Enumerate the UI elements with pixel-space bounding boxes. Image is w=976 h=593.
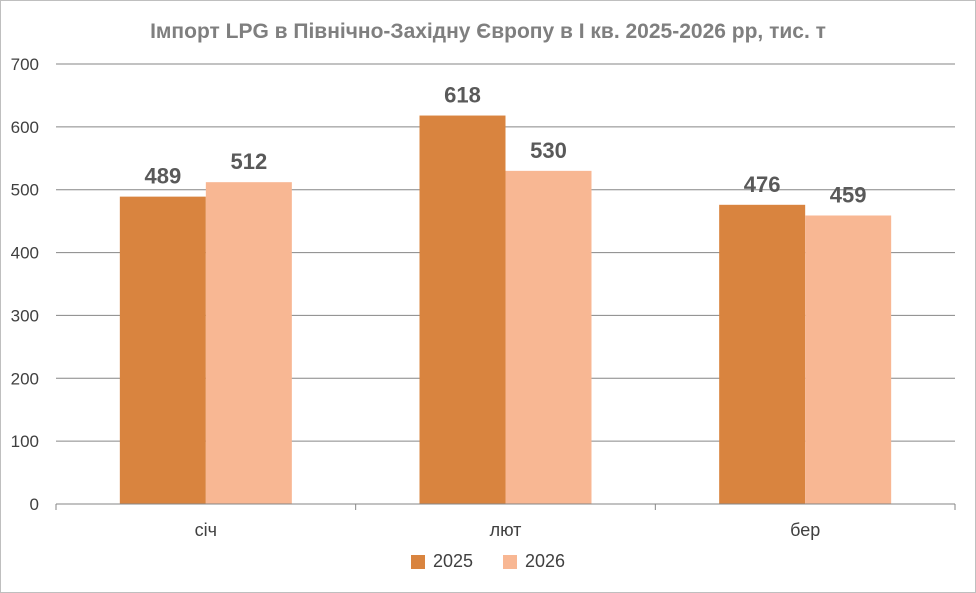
legend-swatch xyxy=(410,554,425,569)
data-label: 512 xyxy=(230,149,267,174)
data-label: 476 xyxy=(744,172,781,197)
x-axis: січ лют бер xyxy=(55,503,956,540)
bar-2025-бер xyxy=(719,204,806,505)
legend: 2025 2026 xyxy=(0,551,976,572)
chart-title: Імпорт LPG в Північно-Західну Європу в І… xyxy=(150,20,826,43)
y-tick-label: 0 xyxy=(30,495,39,514)
x-tick-label: лют xyxy=(490,520,522,540)
y-tick-label: 700 xyxy=(11,55,39,74)
data-label: 530 xyxy=(530,138,567,163)
legend-label: 2026 xyxy=(525,551,566,571)
legend-item-2026: 2026 xyxy=(503,551,565,572)
data-label: 459 xyxy=(830,182,867,207)
y-tick-label: 300 xyxy=(11,306,39,325)
legend-item-2025: 2025 xyxy=(410,551,473,572)
data-label: 618 xyxy=(444,83,481,108)
legend-swatch xyxy=(503,554,517,569)
x-tick-label: бер xyxy=(790,520,820,540)
legend-label: 2025 xyxy=(432,551,473,571)
bars xyxy=(119,115,892,505)
bar-2026-бер xyxy=(805,215,892,504)
y-tick-label: 100 xyxy=(11,432,39,451)
x-tick-label: січ xyxy=(195,520,217,540)
bar-2026-січ xyxy=(205,182,292,504)
y-axis: 0 100 200 300 400 500 600 700 xyxy=(11,55,39,514)
bar-2026-лют xyxy=(505,170,592,504)
y-tick-label: 400 xyxy=(11,244,39,263)
bar-2025-січ xyxy=(119,196,206,504)
y-tick-label: 200 xyxy=(11,369,39,388)
data-label: 489 xyxy=(144,164,181,189)
data-labels: 489 512 618 530 476 459 xyxy=(144,83,866,208)
y-tick-label: 600 xyxy=(11,118,39,137)
y-tick-label: 500 xyxy=(11,181,39,200)
bar-2025-лют xyxy=(419,115,506,505)
